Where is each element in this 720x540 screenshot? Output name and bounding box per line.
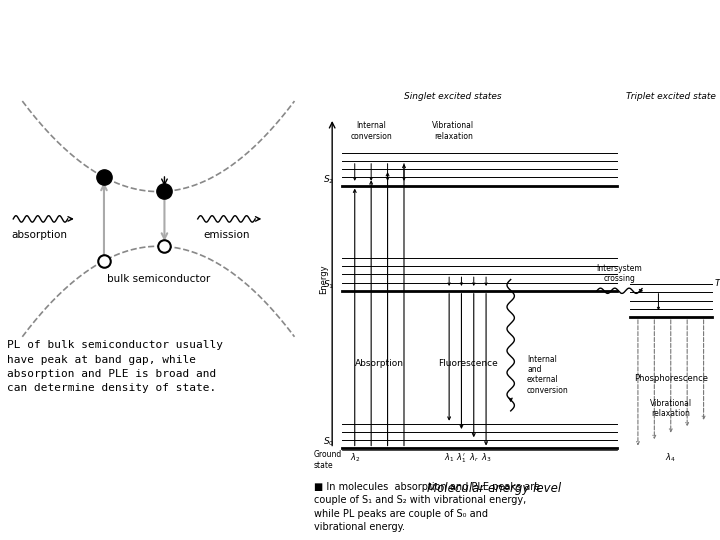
Text: Phosphorescence: Phosphorescence (634, 374, 708, 383)
Text: Energy: Energy (320, 265, 328, 294)
Text: $\lambda_2$: $\lambda_2$ (349, 451, 360, 464)
Text: Energy levels in molecules and
semiconductors: Energy levels in molecules and semicondu… (11, 19, 400, 63)
Text: emission: emission (204, 230, 251, 240)
Text: $\lambda_4$: $\lambda_4$ (665, 451, 676, 464)
Text: $\lambda_r$: $\lambda_r$ (469, 451, 479, 464)
Text: Singlet excited states: Singlet excited states (405, 92, 502, 102)
Text: Fluorescence: Fluorescence (438, 359, 498, 368)
Text: PL of bulk semiconductor usually
have peak at band gap, while
absorption and PLE: PL of bulk semiconductor usually have pe… (7, 340, 223, 394)
Text: $\lambda_1$: $\lambda_1$ (444, 451, 454, 464)
Text: $T_1$: $T_1$ (714, 278, 720, 291)
Text: Molecular energy level: Molecular energy level (427, 482, 562, 495)
Text: Vibrational
relaxation: Vibrational relaxation (432, 121, 474, 140)
Text: Intersystem
crossing: Intersystem crossing (597, 264, 642, 284)
Text: $\lambda_3$: $\lambda_3$ (481, 451, 491, 464)
Text: Internal
and
external
conversion: Internal and external conversion (527, 355, 569, 395)
Text: Internal
conversion: Internal conversion (351, 121, 392, 140)
Text: $\lambda_1'$: $\lambda_1'$ (456, 451, 467, 465)
Text: Absorption: Absorption (355, 359, 404, 368)
Text: $S_1$: $S_1$ (323, 278, 334, 291)
Text: Ground
state: Ground state (314, 450, 342, 470)
Text: $S_0$: $S_0$ (323, 436, 334, 448)
Text: Vibrational
relaxation: Vibrational relaxation (649, 399, 692, 418)
Text: $S_2$: $S_2$ (323, 173, 334, 186)
Text: Triplet excited state: Triplet excited state (626, 92, 716, 102)
Text: absorption: absorption (12, 230, 68, 240)
Text: ■ In molecules  absorption and PLE peaks are
couple of S₁ and S₂ with vibrationa: ■ In molecules absorption and PLE peaks … (314, 482, 539, 532)
Text: bulk semiconductor: bulk semiconductor (107, 274, 210, 284)
